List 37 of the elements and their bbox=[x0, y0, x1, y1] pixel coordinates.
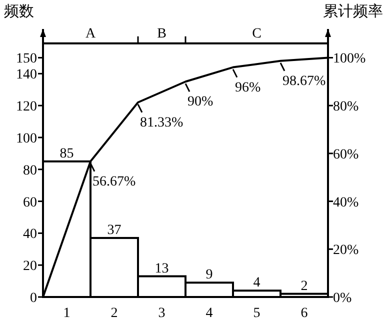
y-tick-label: 120 bbox=[16, 100, 37, 115]
data-label: 4 bbox=[253, 276, 260, 291]
data-label: 96% bbox=[235, 80, 261, 96]
y-tick-label: 80 bbox=[23, 163, 37, 178]
x-tick-label: 2 bbox=[110, 306, 118, 321]
x-tick-label: 6 bbox=[300, 306, 308, 321]
x-tick-label: 3 bbox=[158, 306, 166, 321]
y2-tick-label: 0% bbox=[333, 291, 352, 306]
annotation: C bbox=[252, 26, 262, 42]
y2-tick-label: 60% bbox=[333, 147, 359, 162]
x-tick-label: 1 bbox=[63, 306, 70, 321]
data-label: 81.33% bbox=[140, 115, 184, 130]
y-tick-label: 150 bbox=[16, 52, 37, 67]
data-label: 2 bbox=[300, 278, 308, 294]
y-tick-label: 100 bbox=[16, 131, 37, 146]
y-tick-label: 60 bbox=[23, 195, 37, 210]
data-label: 13 bbox=[154, 261, 169, 276]
data-label: 90% bbox=[188, 94, 214, 110]
y-axis-title: 频数 bbox=[4, 3, 34, 20]
annotation: B bbox=[157, 26, 166, 42]
data-label: 56.67% bbox=[92, 174, 136, 190]
x-tick-label: 5 bbox=[253, 306, 260, 321]
y-tick-label: 140 bbox=[16, 68, 37, 83]
y2-axis-title: 累计频率 bbox=[323, 3, 383, 20]
y-tick-label: 40 bbox=[23, 227, 37, 242]
data-label: 85 bbox=[60, 146, 74, 162]
y2-tick-label: 100% bbox=[333, 52, 366, 67]
data-label: 37 bbox=[107, 222, 122, 238]
y2-tick-label: 80% bbox=[333, 100, 359, 115]
y-tick-label: 0 bbox=[30, 291, 37, 306]
annotation: A bbox=[85, 26, 96, 42]
y-tick-label: 20 bbox=[23, 259, 37, 274]
x-tick-label: 4 bbox=[206, 306, 213, 321]
y2-tick-label: 40% bbox=[333, 195, 359, 210]
data-label: 98.67% bbox=[282, 74, 326, 89]
y2-tick-label: 20% bbox=[333, 243, 359, 258]
data-label: 9 bbox=[206, 268, 213, 283]
